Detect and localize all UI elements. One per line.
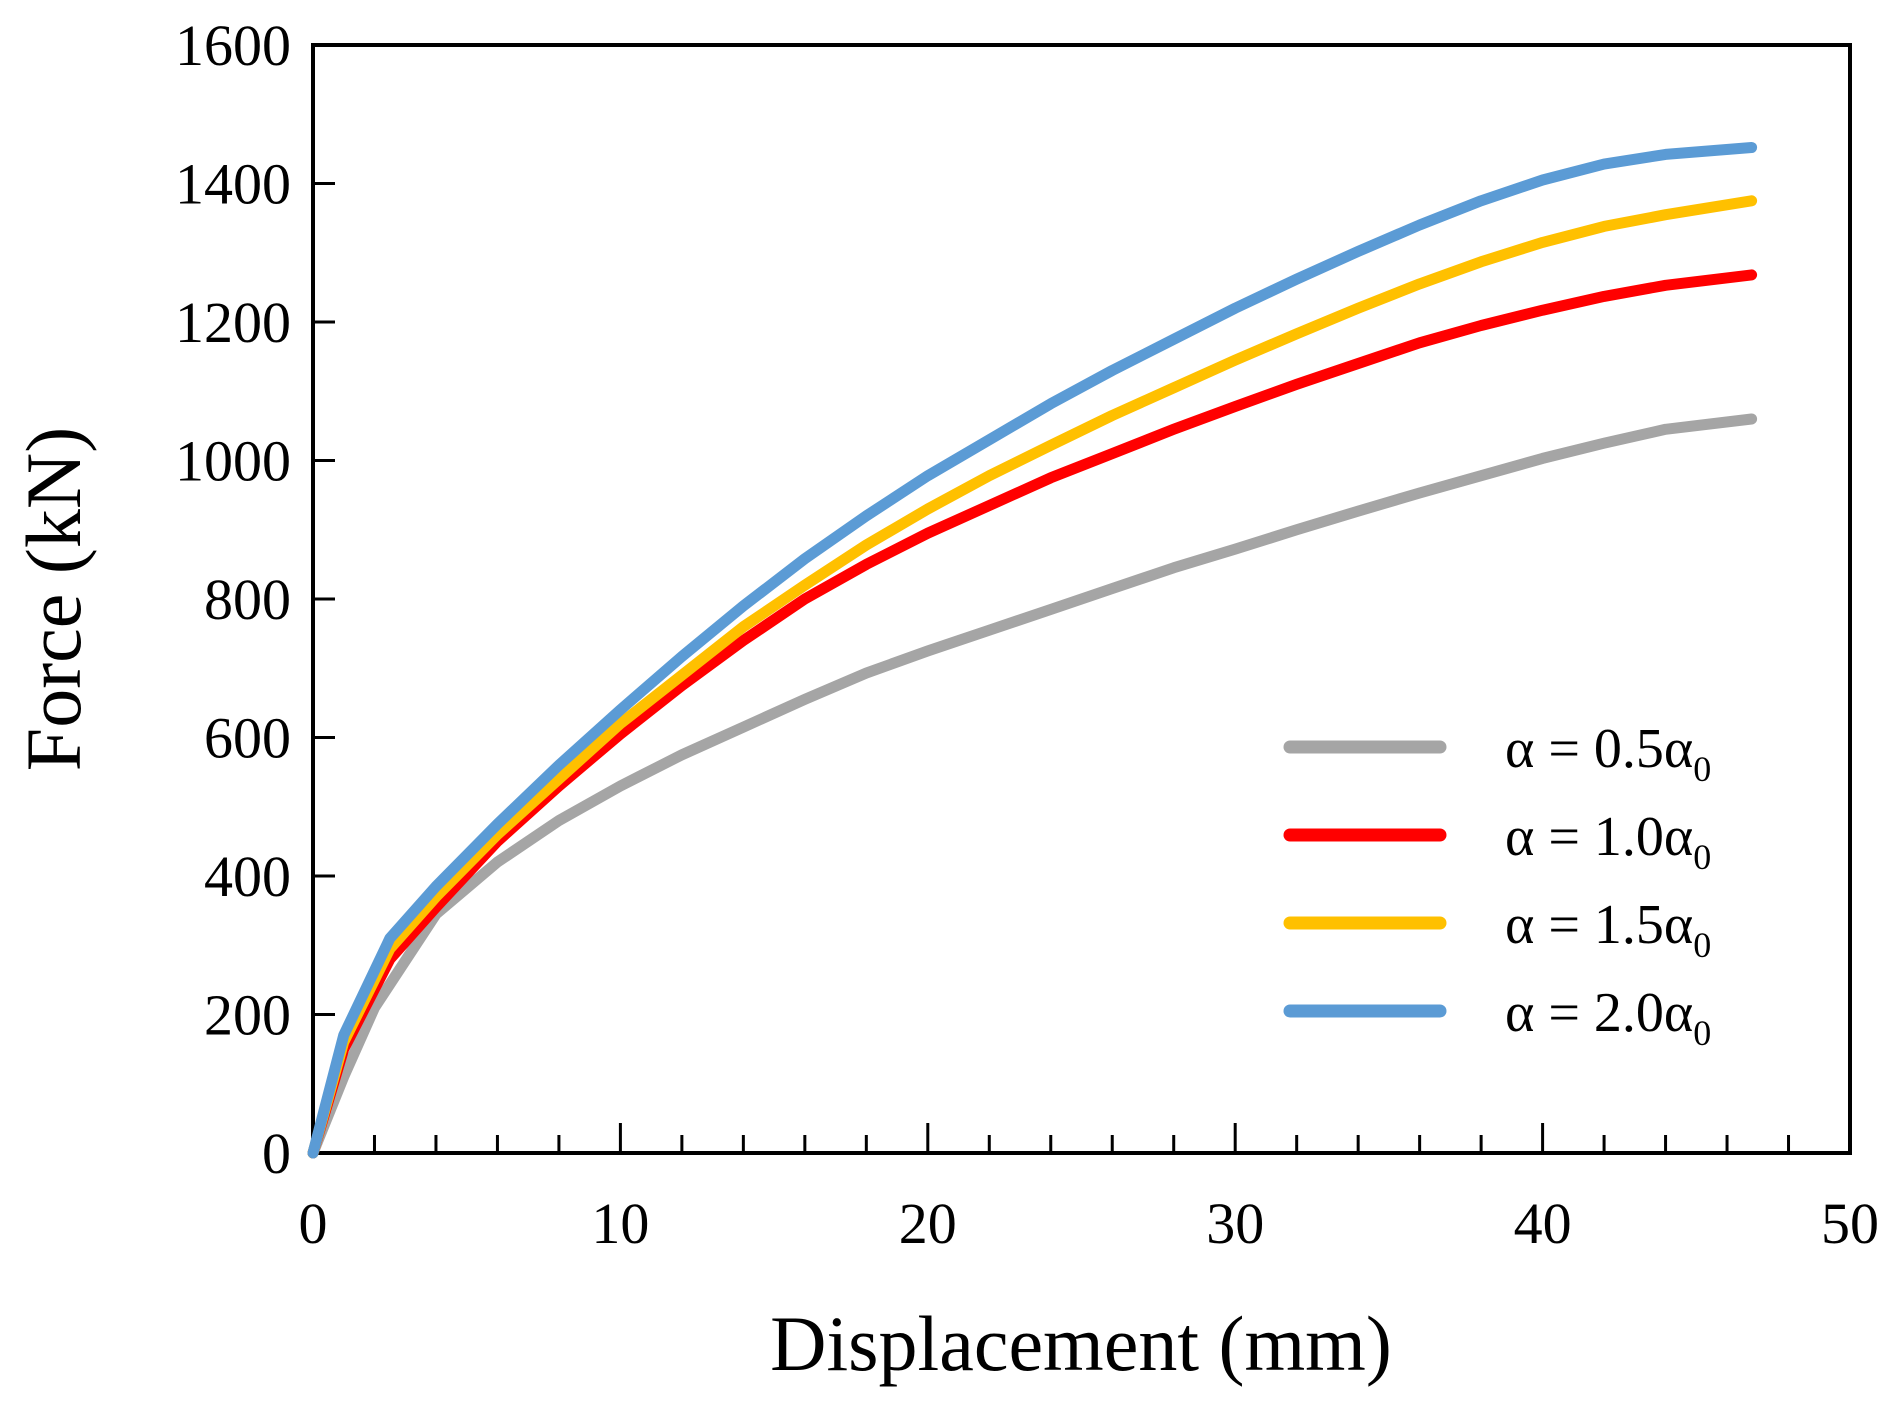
legend-label-main: α = 2.0α [1505,982,1693,1044]
legend-label-2: α = 1.0α0 [1505,806,1711,877]
y-tick-label: 800 [204,567,291,632]
legend-label-main: α = 1.5α [1505,894,1693,956]
axis-tick-labels: 0 10 20 30 40 50 0 200 400 600 800 1000 1200 1400 1600 [175,13,1879,1256]
y-tick-label: 200 [204,983,291,1048]
legend-label-4: α = 2.0α0 [1505,982,1711,1053]
y-tick-label: 1400 [175,152,291,217]
legend-label-subscript: 0 [1693,925,1711,965]
y-tick-label: 600 [204,706,291,771]
series-line-4 [307,142,1758,1159]
data-series [307,142,1758,1159]
x-tick-label: 50 [1821,1191,1879,1256]
x-tick-label: 0 [299,1191,328,1256]
x-axis-title: Displacement (mm) [770,1300,1392,1387]
y-tick-label: 400 [204,844,291,909]
y-tick-label: 1000 [175,429,291,494]
legend-label-1: α = 0.5α0 [1505,718,1711,789]
legend-label-subscript: 0 [1693,1013,1711,1053]
x-tick-label: 20 [899,1191,957,1256]
legend-label-main: α = 1.0α [1505,806,1693,868]
legend-label-main: α = 0.5α [1505,718,1693,780]
series-line-1 [307,413,1758,1159]
legend-label-subscript: 0 [1693,749,1711,789]
y-tick-label: 1600 [175,13,291,78]
y-tick-label: 0 [262,1121,291,1186]
y-tick-label: 1200 [175,290,291,355]
series-line-3 [307,195,1758,1159]
x-tick-label: 30 [1206,1191,1264,1256]
x-tick-label: 40 [1514,1191,1572,1256]
x-tick-label: 10 [591,1191,649,1256]
legend-label-subscript: 0 [1693,837,1711,877]
y-axis-title: Force (kN) [10,427,97,771]
legend-label-3: α = 1.5α0 [1505,894,1711,965]
